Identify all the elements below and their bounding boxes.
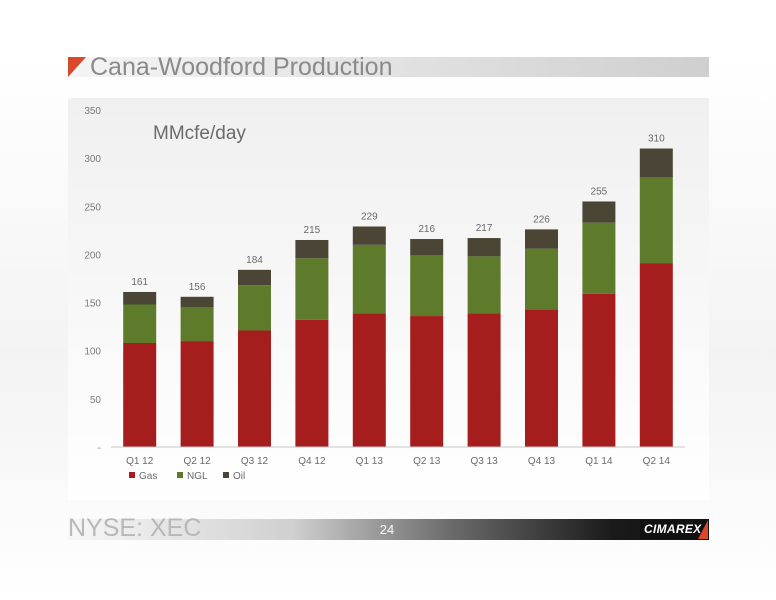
legend-swatch-ngl <box>177 472 183 478</box>
x-tick-label: Q3 13 <box>470 456 498 467</box>
x-axis: Q1 12 Q2 12 Q3 12 Q4 12 Q1 13 Q2 13 Q3 13 Q4 13… <box>111 446 685 467</box>
bar-oil-q2-13 <box>410 239 444 256</box>
logo-wedge <box>698 520 708 539</box>
footer-ticker: NYSE: XEC <box>68 514 202 542</box>
legend-swatch-oil <box>223 472 229 478</box>
bar-oil-q4-13 <box>525 229 558 249</box>
total-label: 255 <box>591 186 608 197</box>
bar-stacks: 161 156 184 215 229 216 217 226 255 310 <box>123 134 673 447</box>
x-tick-label: Q4 12 <box>298 456 326 467</box>
legend: Gas NGL Oil <box>129 471 245 482</box>
bar-ngl-q2-13 <box>410 255 444 317</box>
bar-gas-q3-12 <box>238 330 271 447</box>
bar-gas-q1-14 <box>582 293 616 447</box>
slide-title: Cana-Woodford Production <box>90 53 393 81</box>
page-number: 24 <box>379 522 395 537</box>
y-tick-label: 50 <box>90 395 102 406</box>
y-tick-label: 250 <box>84 202 101 213</box>
bar-ngl-q3-12 <box>238 285 271 331</box>
bar-oil-q1-13 <box>352 226 386 245</box>
title-accent-wedge <box>68 57 86 77</box>
bar-ngl-q4-13 <box>525 248 558 310</box>
x-tick-label: Q1 13 <box>356 456 384 467</box>
legend-label-ngl: NGL <box>187 471 208 482</box>
bar-gas-q2-12 <box>180 341 214 447</box>
bar-oil-q2-12 <box>180 296 214 308</box>
total-label: 310 <box>648 134 665 145</box>
bar-oil-q3-12 <box>238 269 271 286</box>
bar-oil-q3-13 <box>467 238 501 257</box>
y-tick-label: - <box>98 443 101 454</box>
bar-gas-q1-12 <box>123 343 157 447</box>
bar-gas-q1-13 <box>352 313 386 447</box>
bar-ngl-q1-12 <box>123 304 157 344</box>
chart-annotation: MMcfe/day <box>153 123 246 144</box>
total-label: 216 <box>418 224 435 235</box>
bar-ngl-q3-13 <box>467 256 501 314</box>
bar-oil-q4-12 <box>295 239 329 259</box>
x-tick-label: Q4 13 <box>528 456 556 467</box>
bar-gas-q2-13 <box>410 316 444 447</box>
footer-band <box>68 519 709 540</box>
x-tick-label: Q2 12 <box>183 456 211 467</box>
y-axis: - 50 100 150 200 250 300 350 <box>84 106 101 454</box>
company-logo: CIMAREX <box>640 520 708 539</box>
bar-gas-q4-12 <box>295 319 329 447</box>
bar-oil-q1-12 <box>123 291 157 305</box>
bar-gas-q4-13 <box>525 309 558 447</box>
y-tick-label: 350 <box>84 106 101 117</box>
y-tick-label: 300 <box>84 154 101 165</box>
bar-ngl-q4-12 <box>295 258 329 320</box>
x-tick-label: Q1 12 <box>126 456 154 467</box>
legend-label-gas: Gas <box>139 471 157 482</box>
title-bar <box>68 57 709 77</box>
y-tick-label: 200 <box>84 250 101 261</box>
y-tick-label: 100 <box>84 347 101 358</box>
bar-ngl-q1-14 <box>582 222 616 294</box>
bar-ngl-q1-13 <box>352 244 386 314</box>
x-tick-label: Q2 13 <box>413 456 441 467</box>
y-tick-label: 150 <box>84 299 101 310</box>
total-label: 184 <box>246 255 263 266</box>
x-tick-label: Q1 14 <box>585 456 613 467</box>
bar-gas-q2-14 <box>639 263 673 447</box>
total-label: 156 <box>189 282 206 293</box>
total-label: 226 <box>533 214 550 225</box>
bar-oil-q2-14 <box>639 148 673 178</box>
total-label: 229 <box>361 212 378 223</box>
legend-label-oil: Oil <box>233 471 245 482</box>
bar-ngl-q2-14 <box>639 177 673 264</box>
bar-oil-q1-14 <box>582 201 616 223</box>
total-label: 215 <box>304 225 321 236</box>
total-label: 217 <box>476 223 493 234</box>
x-tick-label: Q2 14 <box>643 456 671 467</box>
logo-text: CIMAREX <box>644 522 702 536</box>
x-tick-label: Q3 12 <box>241 456 269 467</box>
total-label: 161 <box>131 277 148 288</box>
bar-gas-q3-13 <box>467 313 501 447</box>
legend-swatch-gas <box>129 472 135 478</box>
bar-ngl-q2-12 <box>180 307 214 342</box>
